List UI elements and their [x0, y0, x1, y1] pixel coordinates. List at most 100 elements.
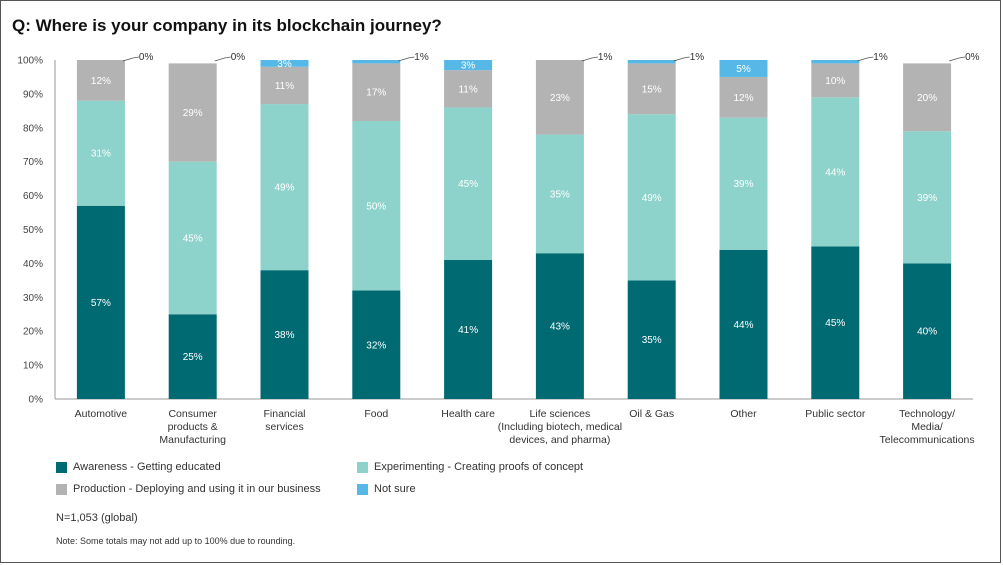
bar-segment-experimenting	[168, 161, 217, 315]
bar-segment-production	[76, 60, 125, 101]
data-label-experimenting: 31%	[91, 149, 111, 160]
data-label-production: 29%	[183, 108, 203, 119]
bar-segment-not-sure	[719, 60, 768, 77]
data-label-awareness: 43%	[550, 322, 570, 333]
y-tick-label: 60%	[23, 191, 43, 202]
bar-segment-experimenting	[627, 114, 676, 281]
data-label-not-sure: 0%	[231, 52, 246, 63]
data-label-production: 11%	[275, 81, 294, 92]
data-label-leader	[581, 56, 598, 62]
legend: Awareness - Getting educated Experimenti…	[56, 461, 676, 505]
data-label-not-sure: 3%	[461, 61, 476, 72]
data-label-awareness: 32%	[366, 340, 386, 351]
data-label-production: 17%	[366, 88, 386, 99]
data-label-not-sure: 0%	[965, 52, 980, 63]
x-category-label: Telecommunications	[880, 434, 975, 446]
data-label-not-sure: 1%	[690, 52, 705, 63]
x-category-label: Health care	[441, 408, 495, 420]
bar-segment-production	[811, 63, 860, 98]
bar-segment-awareness	[76, 205, 125, 399]
data-label-not-sure: 1%	[873, 52, 888, 63]
data-label-experimenting: 50%	[366, 201, 386, 212]
data-label-production: 20%	[917, 93, 937, 104]
data-label-awareness: 45%	[825, 318, 845, 329]
x-category-label: Automotive	[75, 408, 128, 420]
bar-segment-not-sure	[627, 60, 676, 64]
bar-segment-not-sure	[260, 60, 309, 67]
legend-label-experimenting: Experimenting - Creating proofs of conce…	[374, 461, 584, 473]
bar-segment-production	[627, 63, 676, 115]
bar-segment-experimenting	[535, 134, 584, 254]
x-category-label: Technology/	[899, 408, 955, 420]
x-category-label: Oil & Gas	[629, 408, 674, 420]
legend-item-awareness: Awareness - Getting educated	[56, 461, 221, 473]
rounding-footnote: Note: Some totals may not add up to 100%…	[56, 536, 296, 546]
bar-segment-not-sure	[352, 60, 401, 64]
data-label-production: 12%	[733, 93, 753, 104]
legend-swatch-production	[56, 483, 67, 495]
bar-segment-experimenting	[352, 121, 401, 291]
data-label-experimenting: 39%	[733, 179, 753, 190]
y-tick-label: 50%	[23, 225, 43, 236]
data-label-production: 12%	[91, 76, 111, 87]
data-label-not-sure: 5%	[736, 64, 751, 75]
data-label-awareness: 41%	[458, 325, 478, 336]
data-label-leader	[948, 56, 966, 62]
bar-segment-experimenting	[719, 117, 768, 250]
data-label-awareness: 44%	[733, 320, 753, 331]
data-label-leader	[857, 56, 874, 62]
data-label-production: 23%	[550, 93, 570, 104]
y-tick-label: 100%	[17, 56, 43, 67]
x-category-label: Financial	[263, 408, 305, 420]
bar-segment-experimenting	[903, 131, 952, 264]
data-label-leader	[398, 56, 415, 62]
chart-title: Q: Where is your company in its blockcha…	[12, 16, 442, 35]
bar-segment-awareness	[535, 253, 584, 399]
bar-segment-production	[535, 60, 584, 135]
data-label-experimenting: 45%	[458, 179, 478, 190]
y-tick-label: 40%	[23, 259, 43, 270]
bar-segment-production	[719, 76, 768, 118]
x-category-label: Manufacturing	[159, 434, 226, 446]
legend-label-production: Production - Deploying and using it in o…	[73, 483, 321, 495]
bar-segment-experimenting	[260, 104, 309, 271]
bar-segment-awareness	[168, 314, 217, 399]
x-category-label: Public sector	[805, 408, 866, 420]
bar-segment-awareness	[352, 290, 401, 399]
legend-item-not-sure: Not sure	[357, 483, 416, 495]
data-label-production: 11%	[458, 84, 477, 95]
x-category-label: products &	[168, 421, 218, 433]
legend-item-experimenting: Experimenting - Creating proofs of conce…	[357, 461, 583, 473]
stacked-bar-chart: 0% 10% 20% 30% 40% 50% 60% 70% 80% 90% 100% 57% 31% 1…	[17, 52, 980, 446]
y-tick-label: 10%	[23, 361, 43, 372]
x-category-label: devices, and pharma)	[509, 434, 610, 446]
data-label-experimenting: 44%	[825, 167, 845, 178]
bar-segment-awareness	[719, 249, 768, 399]
data-label-awareness: 40%	[917, 327, 937, 338]
bar-segment-production	[444, 70, 493, 108]
data-label-experimenting: 49%	[642, 193, 662, 204]
y-tick-label: 20%	[23, 327, 43, 338]
bar-segment-production	[352, 63, 401, 122]
data-label-not-sure: 1%	[598, 52, 613, 63]
bar-segment-experimenting	[811, 97, 860, 247]
bar-segment-production	[903, 63, 952, 132]
data-label-awareness: 35%	[642, 335, 662, 346]
bar-segment-not-sure	[444, 60, 493, 71]
data-label-production: 10%	[825, 76, 845, 87]
bar-segment-production	[260, 66, 309, 105]
legend-label-not-sure: Not sure	[374, 483, 416, 495]
legend-swatch-awareness	[56, 461, 67, 473]
y-tick-label: 70%	[23, 157, 43, 168]
x-category-label: Media/	[911, 421, 943, 433]
bar-segment-awareness	[627, 280, 676, 399]
legend-swatch-not-sure	[357, 483, 368, 495]
legend-label-awareness: Awareness - Getting educated	[73, 461, 221, 473]
y-tick-label: 90%	[23, 89, 43, 100]
x-category-label: Consumer	[168, 408, 217, 420]
x-category-label: Other	[730, 408, 757, 420]
bar-segment-awareness	[260, 270, 309, 399]
legend-swatch-experimenting	[357, 461, 368, 473]
x-category-label: Life sciences	[530, 408, 591, 420]
legend-item-production: Production - Deploying and using it in o…	[56, 483, 321, 495]
